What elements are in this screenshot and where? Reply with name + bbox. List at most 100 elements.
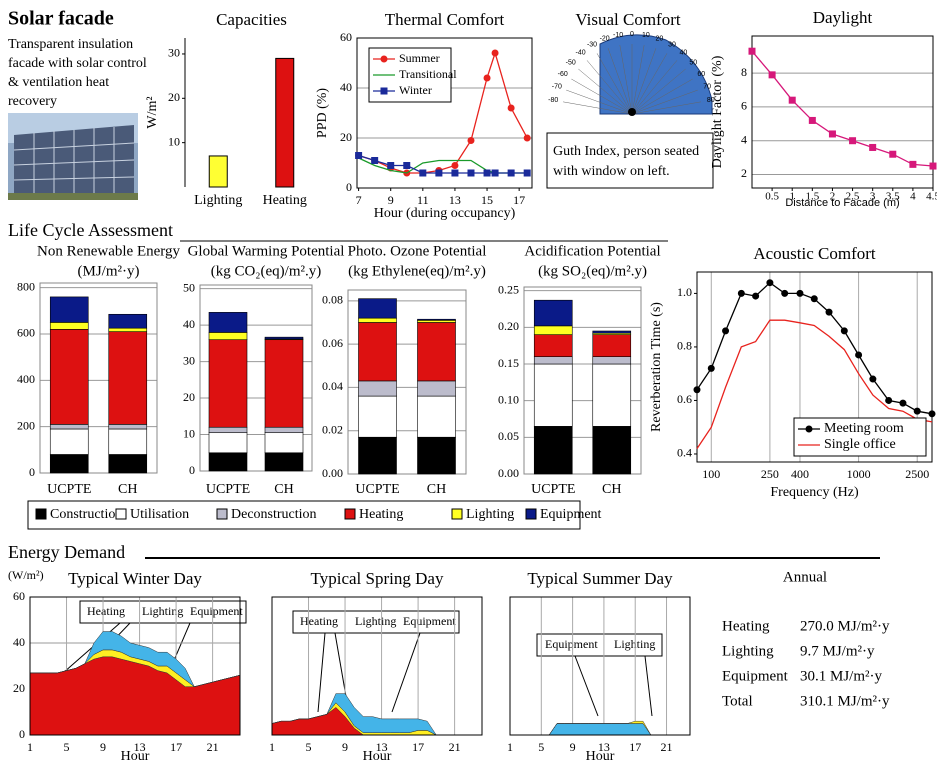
y-tick-label: 30 <box>183 353 195 367</box>
y-tick-label: 50 <box>183 280 195 294</box>
bar-segment <box>593 426 631 474</box>
marker <box>381 88 387 94</box>
x-tick-label: 1 <box>789 191 795 203</box>
y-tick-label: 40 <box>13 635 25 649</box>
marker <box>826 309 832 315</box>
bar-segment <box>209 312 247 332</box>
annual-label: Heating <box>722 618 770 634</box>
bar-segment <box>418 319 456 320</box>
chart-title: Typical Spring Day <box>311 569 444 588</box>
marker <box>870 376 876 382</box>
marker <box>356 153 362 159</box>
y-tick-label: 0.06 <box>322 336 343 350</box>
angle-label: -80 <box>548 97 558 104</box>
legend-label: Single office <box>824 437 896 452</box>
bar-segment <box>50 329 88 424</box>
panel-unit: (kg SO₂(eq)/m².y) <box>538 263 647 279</box>
legend-swatch <box>345 509 355 519</box>
bar-segment <box>534 326 572 335</box>
angle-label: 60 <box>697 71 705 78</box>
x-tick-label: 1000 <box>847 467 871 481</box>
x-tick-label: 9 <box>388 193 394 207</box>
bar-segment <box>109 328 147 331</box>
bar-segment <box>534 364 572 426</box>
bar-segment <box>109 454 147 473</box>
annotation-label: Equipment <box>545 637 598 651</box>
y-tick-label: 800 <box>17 279 35 293</box>
marker <box>524 170 530 176</box>
y-tick-label: 400 <box>17 372 35 386</box>
bar-segment <box>209 340 247 428</box>
x-tick-label: 2.5 <box>846 191 860 203</box>
legend-label: Winter <box>399 83 432 97</box>
marker <box>789 97 795 103</box>
y-tick-label: 0.00 <box>498 466 519 480</box>
panel-title: Acidification Potential <box>524 243 660 259</box>
y-tick-label: 20 <box>13 681 25 695</box>
marker <box>930 163 936 169</box>
y-tick-label: 0.20 <box>498 319 519 333</box>
marker <box>508 105 514 111</box>
x-axis-label: Distance to Facade (m) <box>785 197 899 209</box>
angle-label: -30 <box>587 42 597 49</box>
bar <box>276 58 294 187</box>
x-tick-label: 3 <box>870 191 876 203</box>
y-tick-label: 0 <box>19 727 25 741</box>
annotation-label: Lighting <box>355 614 396 628</box>
x-tick-label: UCPTE <box>47 482 91 497</box>
x-tick-label: 13 <box>449 193 461 207</box>
x-tick-label: 5 <box>64 740 70 754</box>
angle-label: -40 <box>576 50 586 57</box>
marker <box>841 328 847 334</box>
marker <box>738 290 744 296</box>
y-tick-label: 0.08 <box>322 293 343 307</box>
y-tick-label: 10 <box>183 426 195 440</box>
bar-segment <box>109 314 147 328</box>
angle-label: -60 <box>558 71 568 78</box>
bar-segment <box>265 433 303 453</box>
legend-swatch <box>36 509 46 519</box>
y-tick-label: 0.02 <box>322 422 343 436</box>
x-axis-label: Frequency (Hz) <box>770 485 859 500</box>
annual-label: Total <box>722 693 753 709</box>
x-tick-label: 1 <box>27 740 33 754</box>
angle-label: -50 <box>566 59 576 66</box>
marker <box>806 426 812 432</box>
bar-segment <box>593 364 631 426</box>
y-tick-label: 20 <box>340 130 352 144</box>
bar-segment <box>209 453 247 471</box>
marker <box>723 328 729 334</box>
x-tick-label: 1 <box>269 740 275 754</box>
glare-zone <box>600 35 712 114</box>
bar-segment <box>359 381 397 396</box>
marker <box>811 296 817 302</box>
y-tick-label: 0.6 <box>677 392 692 406</box>
angle-label: 80 <box>707 97 715 104</box>
legend-swatch <box>452 509 462 519</box>
y-tick-label: 10 <box>168 134 180 148</box>
x-tick-label: 17 <box>629 740 641 754</box>
x-tick-label: CH <box>118 482 137 497</box>
marker <box>886 397 892 403</box>
y-tick-label: 0 <box>29 465 35 479</box>
x-tick-label: UCPTE <box>206 482 250 497</box>
annual-label: Equipment <box>722 668 789 684</box>
bar-segment <box>418 322 456 380</box>
bar-segment <box>359 437 397 474</box>
bar-segment <box>593 335 631 357</box>
y-tick-label: 0 <box>189 463 195 477</box>
legend-label: Deconstruction <box>231 507 317 522</box>
bar-segment <box>265 340 303 428</box>
bar-segment <box>209 427 247 432</box>
legend-label: Utilisation <box>130 507 189 522</box>
x-tick-label: CH <box>427 482 446 497</box>
chart-title: Typical Summer Day <box>527 569 673 588</box>
marker <box>420 170 426 176</box>
bar-segment <box>418 320 456 322</box>
annual-value: 270.0 MJ/m²·y <box>800 618 890 634</box>
marker <box>870 144 876 150</box>
caption-box <box>547 133 713 188</box>
bar-segment <box>359 299 397 318</box>
marker <box>850 138 856 144</box>
marker <box>753 293 759 299</box>
